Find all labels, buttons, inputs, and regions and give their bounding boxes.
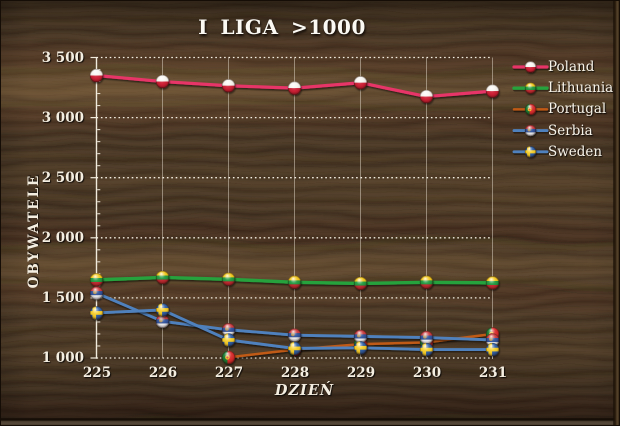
- legend-swatch-poland: [512, 59, 545, 75]
- legend-label-serbia: Serbia: [548, 122, 593, 139]
- sweden-flag-ball-marker: [287, 341, 302, 355]
- series-markers-lithuania: [89, 270, 500, 291]
- legend-item-sweden: Sweden: [512, 142, 602, 162]
- portugal-flag-ball-marker: [524, 103, 537, 116]
- legend-label-sweden: Sweden: [548, 143, 603, 160]
- legend-item-portugal: Portugal: [512, 99, 606, 119]
- x-tick-label: 228: [280, 365, 309, 381]
- axes: [90, 56, 493, 359]
- serbia-flag-ball-marker: [155, 314, 170, 328]
- legend-swatch-serbia: [512, 123, 545, 139]
- poland-flag-ball-marker: [353, 76, 368, 90]
- sweden-flag-ball-marker: [419, 342, 434, 357]
- y-tick-label: 2 000: [41, 229, 84, 246]
- legend-swatch-portugal: [512, 101, 545, 117]
- series-markers-serbia: [89, 286, 500, 347]
- sweden-flag-ball-marker: [485, 342, 500, 357]
- lithuania-flag-ball-marker: [155, 270, 170, 285]
- series-markers-sweden: [89, 303, 500, 357]
- series-markers-poland: [89, 68, 500, 104]
- legend-item-poland: Poland: [512, 57, 594, 77]
- poland-flag-ball-marker: [221, 79, 236, 93]
- lithuania-flag-ball-marker: [419, 275, 434, 289]
- legend-marker-poland: [524, 61, 537, 73]
- y-tick-label: 2 500: [41, 169, 84, 186]
- x-tick-label: 225: [82, 365, 111, 381]
- lithuania-flag-ball-marker: [524, 82, 537, 94]
- lithuania-flag-ball-marker: [221, 272, 236, 286]
- legend-swatch-lithuania: [512, 80, 545, 96]
- x-tick-label: 230: [412, 365, 441, 381]
- legend-label-lithuania: Lithuania: [548, 80, 614, 97]
- sweden-flag-ball-marker: [89, 306, 104, 320]
- legend-marker-sweden: [524, 146, 537, 158]
- lithuania-flag-ball-marker: [353, 276, 368, 291]
- legend-marker-portugal: [524, 103, 537, 116]
- lithuania-flag-ball-marker: [89, 273, 104, 287]
- sweden-flag-ball-marker: [221, 333, 236, 347]
- portugal-flag-ball-marker: [221, 350, 236, 364]
- legend-marker-lithuania: [524, 82, 537, 94]
- sweden-flag-ball-marker: [353, 341, 368, 355]
- serbia-flag-ball-marker: [89, 286, 104, 300]
- lithuania-flag-ball-marker: [485, 276, 500, 290]
- board-bottom-edge: [0, 418, 620, 426]
- sweden-flag-ball-marker: [155, 303, 170, 317]
- legend-item-serbia: Serbia: [512, 121, 593, 141]
- gridlines: [96, 56, 493, 358]
- x-tick-label: 231: [478, 365, 507, 381]
- serbia-flag-ball-marker: [524, 125, 537, 137]
- board-right-edge: [613, 0, 620, 426]
- poland-flag-ball-marker: [485, 84, 500, 98]
- poland-flag-ball-marker: [419, 89, 434, 104]
- legend-swatch-sweden: [512, 144, 545, 160]
- x-tick-label: 226: [148, 365, 177, 381]
- serbia-flag-ball-marker: [287, 328, 302, 342]
- y-tick-label: 3 500: [41, 49, 84, 66]
- serbia-flag-ball-marker: [353, 329, 368, 343]
- poland-flag-ball-marker: [524, 61, 537, 73]
- legend-label-poland: Poland: [548, 59, 595, 75]
- legend-label-portugal: Portugal: [548, 101, 607, 118]
- poland-flag-ball-marker: [287, 81, 302, 95]
- sweden-flag-ball-marker: [524, 146, 537, 158]
- x-axis-title: DZIEŃ: [274, 382, 335, 399]
- y-tick-label: 1 500: [41, 289, 84, 306]
- lithuania-flag-ball-marker: [287, 275, 302, 289]
- y-tick-label: 1 000: [41, 350, 84, 366]
- legend-item-lithuania: Lithuania: [512, 78, 613, 98]
- x-tick-label: 229: [346, 365, 375, 381]
- x-tick-label: 227: [214, 365, 243, 381]
- legend-marker-serbia: [524, 124, 537, 137]
- serbia-flag-ball-marker: [419, 330, 434, 345]
- y-tick-label: 3 000: [41, 109, 84, 126]
- chart-title: I LIGA >1000: [198, 15, 366, 39]
- poland-flag-ball-marker: [155, 74, 170, 89]
- poland-flag-ball-marker: [89, 68, 104, 83]
